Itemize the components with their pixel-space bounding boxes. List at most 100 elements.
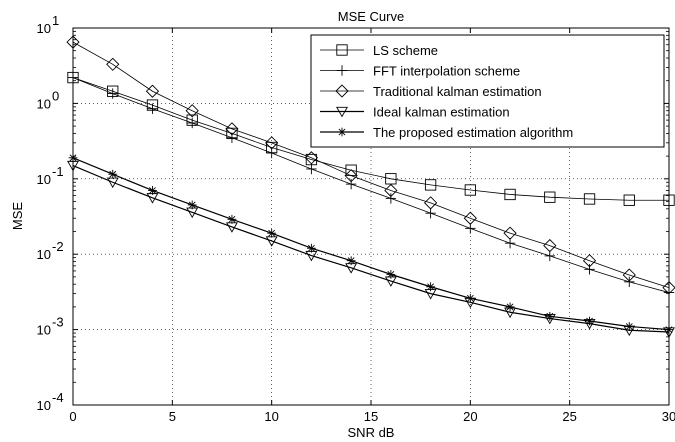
data-point-proposed-algorithm (505, 302, 515, 312)
ast-d2 (338, 128, 346, 136)
data-point-fft-interpolation (385, 193, 397, 204)
y-tick-label: 10 (37, 172, 51, 187)
data-point-traditional-kalman (265, 136, 279, 150)
legend-item-fft-interpolation: FFT interpolation scheme (320, 64, 520, 79)
y-tick-label: 10 (37, 398, 51, 413)
legend-item-ideal-kalman: Ideal kalman estimation (320, 105, 510, 120)
ast-d2 (307, 244, 315, 252)
ast-d2 (427, 283, 435, 291)
x-tick-label: 20 (463, 409, 477, 424)
y-tick-label-exponent: 1 (52, 13, 59, 28)
data-point-fft-interpolation (544, 250, 555, 262)
data-point-fft-interpolation (584, 264, 595, 275)
series-traditional-kalman (66, 35, 675, 295)
data-point-proposed-algorithm (108, 169, 118, 179)
data-point-traditional-kalman (145, 84, 160, 98)
data-point-ls-scheme (663, 194, 675, 206)
data-point-fft-interpolation (147, 103, 158, 114)
legend-label: LS scheme (373, 43, 438, 58)
data-point-fft-interpolation (425, 207, 436, 219)
data-point-fft-interpolation (266, 147, 277, 159)
y-tick-label: 10 (37, 247, 51, 262)
x-tick-label: 25 (562, 409, 576, 424)
data-point-proposed-algorithm (545, 311, 555, 321)
data-point-ls-scheme (504, 188, 516, 201)
data-point-fft-interpolation (465, 223, 476, 234)
y-tick-label: 10 (37, 21, 51, 36)
data-point-proposed-algorithm (227, 214, 237, 224)
data-point-fft-interpolation (187, 117, 198, 129)
data-point-traditional-kalman (106, 57, 120, 71)
ast-d2 (109, 170, 117, 178)
ast-d2 (268, 229, 276, 237)
data-point-ls-scheme (583, 193, 596, 205)
data-point-traditional-kalman (185, 104, 199, 118)
data-point-proposed-algorithm (306, 243, 316, 253)
y-tick-label-exponent: -2 (52, 239, 64, 254)
legend-box (310, 34, 665, 148)
legend-label: Traditional kalman estimation (373, 84, 542, 99)
y-tick-label-exponent: -4 (52, 390, 64, 405)
y-tick-label: 10 (37, 96, 51, 111)
ast-d2 (387, 270, 395, 278)
ast-d2 (188, 201, 196, 209)
data-point-ls-scheme (623, 194, 635, 206)
data-point-proposed-algorithm (68, 153, 78, 163)
data-point-traditional-kalman (304, 151, 319, 165)
data-point-proposed-algorithm (465, 293, 475, 303)
data-point-proposed-algorithm (346, 256, 356, 266)
x-tick-label: 0 (69, 409, 76, 424)
x-tick-label: 10 (264, 409, 278, 424)
data-point-ls-scheme (544, 191, 556, 203)
x-tick-label: 30 (662, 409, 675, 424)
y-axis-label: MSE (10, 202, 25, 231)
series-fft-interpolation (67, 72, 675, 298)
series-group (66, 35, 675, 338)
legend-marker (336, 44, 348, 56)
chart-title: MSE Curve (338, 9, 404, 24)
legend-marker (336, 65, 348, 76)
legend-marker (336, 106, 348, 118)
data-point-fft-interpolation (663, 287, 675, 298)
y-tick-label-exponent: -3 (52, 315, 64, 330)
data-point-traditional-kalman (66, 35, 80, 49)
data-point-proposed-algorithm (267, 228, 277, 238)
ast-d2 (466, 294, 474, 302)
legend-marker (335, 84, 349, 98)
data-point-traditional-kalman (622, 268, 636, 282)
x-tick-label: 5 (169, 409, 176, 424)
data-point-traditional-kalman (582, 254, 597, 268)
series-line-fft-interpolation (72, 77, 670, 293)
series-proposed-algorithm (68, 153, 674, 335)
data-point-proposed-algorithm (148, 186, 157, 195)
data-point-proposed-algorithm (426, 282, 436, 292)
ast-d2 (665, 326, 673, 334)
ast-d2 (625, 323, 633, 330)
legend-marker (337, 127, 347, 137)
x-axis-label: SNR dB (348, 425, 395, 440)
ast-d2 (506, 303, 514, 311)
data-point-fft-interpolation (107, 88, 118, 99)
data-point-proposed-algorithm (664, 325, 674, 335)
series-line-ideal-kalman (72, 164, 670, 333)
ast-d2 (69, 154, 77, 162)
data-point-proposed-algorithm (624, 322, 634, 331)
data-point-traditional-kalman (503, 226, 517, 240)
ast-d2 (149, 187, 156, 194)
series-line-proposed-algorithm (72, 157, 670, 331)
data-point-ls-scheme (464, 184, 476, 196)
y-tick-label-exponent: -1 (52, 164, 64, 179)
data-point-proposed-algorithm (386, 269, 396, 279)
data-point-traditional-kalman (463, 211, 477, 225)
ast-d2 (546, 312, 554, 320)
data-point-traditional-kalman (662, 281, 675, 295)
data-point-traditional-kalman (543, 238, 557, 253)
legend-item-proposed-algorithm: The proposed estimation algorithm (320, 125, 573, 140)
data-point-proposed-algorithm (187, 200, 197, 210)
series-line-ls-scheme (72, 77, 669, 201)
data-point-traditional-kalman (423, 196, 438, 210)
legend: LS scheme FFT interpolation scheme Traditi… (310, 34, 665, 148)
data-point-ls-scheme (424, 179, 437, 191)
